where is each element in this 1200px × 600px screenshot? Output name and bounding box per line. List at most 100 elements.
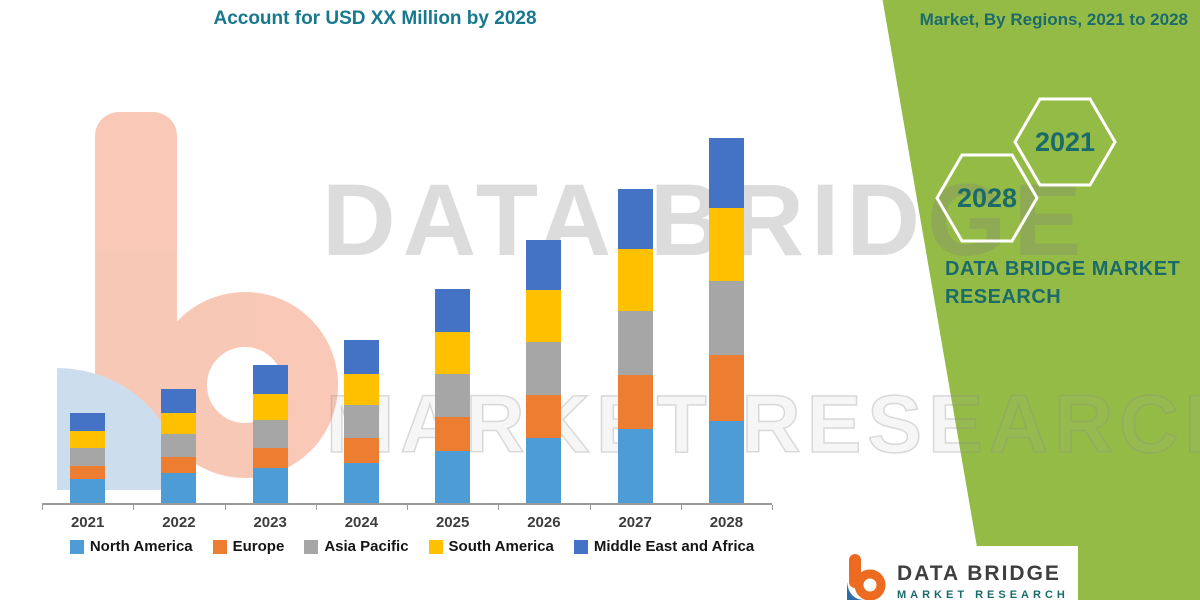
x-axis-labels: 2021 2022 2023 2024 2025 2026 2027 2028 <box>42 505 773 534</box>
legend-label-north-america: North America <box>89 538 193 555</box>
segment-asia-pacific-2026 <box>526 342 562 395</box>
brand-text-block: DATA BRIDGE MARKET RESEARCH <box>945 255 1180 311</box>
legend-item-north-america: North America <box>69 538 193 555</box>
legend-marker-north-america <box>69 539 84 554</box>
stacked-bar-2026 <box>526 240 562 503</box>
x-axis-tick <box>407 505 408 510</box>
stacked-bar-2023 <box>252 365 288 503</box>
segment-asia-pacific-2028 <box>708 281 744 355</box>
segment-south-america-2026 <box>526 290 562 342</box>
hexagon-2021-label: 2021 <box>1035 127 1095 157</box>
segment-europe-2026 <box>526 395 562 438</box>
segment-middle-east-and-africa-2026 <box>526 240 562 290</box>
stacked-bar-2027 <box>617 189 653 503</box>
segment-middle-east-and-africa-2023 <box>252 365 288 394</box>
segment-middle-east-and-africa-2025 <box>435 289 471 332</box>
x-axis-label-2025: 2025 <box>435 514 470 531</box>
segment-middle-east-and-africa-2028 <box>708 138 744 208</box>
x-axis-line <box>42 503 772 505</box>
x-axis-tick <box>133 505 134 510</box>
x-axis-tick <box>42 505 43 510</box>
x-axis-tick <box>590 505 591 510</box>
hexagon-2028-outline <box>935 153 1039 243</box>
segment-asia-pacific-2025 <box>435 374 471 417</box>
segment-europe-2023 <box>252 448 288 468</box>
hexagon-2021-outline <box>1013 97 1117 187</box>
segment-middle-east-and-africa-2027 <box>617 189 653 249</box>
segment-south-america-2027 <box>617 249 653 311</box>
segment-middle-east-and-africa-2024 <box>343 340 379 374</box>
brand-text-line2: RESEARCH <box>945 286 1062 308</box>
segment-north-america-2027 <box>617 429 653 503</box>
legend-item-south-america: South America <box>428 538 554 555</box>
x-axis-label-2021: 2021 <box>70 514 105 531</box>
stacked-bar-2022 <box>161 389 197 503</box>
legend-label-middle-east-and-africa: Middle East and Africa <box>593 538 755 555</box>
segment-south-america-2021 <box>70 431 106 448</box>
segment-asia-pacific-2027 <box>617 311 653 375</box>
segment-europe-2028 <box>708 355 744 421</box>
segment-north-america-2023 <box>252 468 288 503</box>
segment-north-america-2025 <box>435 451 471 503</box>
x-axis-label-2023: 2023 <box>253 514 287 531</box>
x-axis-label-2024: 2024 <box>344 514 379 531</box>
segment-middle-east-and-africa-2021 <box>70 413 106 431</box>
legend-marker-south-america <box>428 539 443 554</box>
legend-label-asia-pacific: Asia Pacific <box>324 538 409 555</box>
x-axis-label-2027: 2027 <box>618 514 652 531</box>
segment-europe-2024 <box>343 438 379 463</box>
x-axis-tick <box>225 505 226 510</box>
stacked-bar-2025 <box>435 289 471 503</box>
legend-marker-middle-east-and-africa <box>573 539 588 554</box>
footer-logo: DATA BRIDGE MARKET RESEARCH <box>843 552 1069 600</box>
legend-marker-asia-pacific <box>304 539 319 554</box>
legend-marker-europe <box>212 539 227 554</box>
legend-item-asia-pacific: Asia Pacific <box>304 538 409 555</box>
segment-asia-pacific-2024 <box>343 405 379 438</box>
chart-plot-area <box>42 0 772 505</box>
segment-europe-2027 <box>617 375 653 429</box>
stacked-bar-2028 <box>708 138 744 503</box>
segment-north-america-2021 <box>70 479 106 503</box>
segment-asia-pacific-2021 <box>70 448 106 466</box>
segment-south-america-2024 <box>343 374 379 405</box>
segment-north-america-2022 <box>161 473 197 503</box>
legend-label-europe: Europe <box>232 538 285 555</box>
hexagon-2028-label: 2028 <box>957 183 1017 213</box>
segment-south-america-2023 <box>252 394 288 420</box>
x-axis-label-2028: 2028 <box>709 514 744 531</box>
x-axis-tick <box>316 505 317 510</box>
footer-text-block: DATA BRIDGE MARKET RESEARCH <box>897 552 1069 600</box>
segment-south-america-2028 <box>708 208 744 281</box>
segment-europe-2021 <box>70 466 106 479</box>
footer-subbrand-name: MARKET RESEARCH <box>897 589 1069 600</box>
brand-text-line1: DATA BRIDGE MARKET <box>945 258 1181 280</box>
hexagon-year-badges: 2028 2021 <box>935 97 1117 243</box>
x-axis-tick <box>772 505 773 510</box>
segment-south-america-2025 <box>435 332 471 374</box>
segment-north-america-2024 <box>343 463 379 503</box>
segment-asia-pacific-2023 <box>252 420 288 448</box>
legend-label-south-america: South America <box>448 538 554 555</box>
footer-brand-name: DATA BRIDGE <box>897 562 1061 585</box>
segment-south-america-2022 <box>161 413 197 434</box>
x-axis-tick <box>681 505 682 510</box>
panel-heading: Market, By Regions, 2021 to 2028 <box>919 10 1188 29</box>
data-bridge-b-icon <box>847 554 886 600</box>
x-axis-label-2022: 2022 <box>162 514 196 531</box>
stacked-bar-2021 <box>70 413 106 503</box>
chart-legend: North America Europe Asia Pacific South Ame… <box>42 538 782 555</box>
chart-title: Account for USD XX Million by 2028 <box>213 8 537 29</box>
segment-europe-2025 <box>435 417 471 451</box>
x-axis-label-2026: 2026 <box>527 514 561 531</box>
segment-asia-pacific-2022 <box>161 434 197 457</box>
stacked-bar-2024 <box>343 340 379 503</box>
x-axis-tick <box>498 505 499 510</box>
segment-middle-east-and-africa-2022 <box>161 389 197 413</box>
legend-item-middle-east-and-africa: Middle East and Africa <box>573 538 755 555</box>
segment-north-america-2028 <box>708 421 744 503</box>
segment-europe-2022 <box>161 457 197 473</box>
legend-item-europe: Europe <box>212 538 285 555</box>
segment-north-america-2026 <box>526 438 562 503</box>
